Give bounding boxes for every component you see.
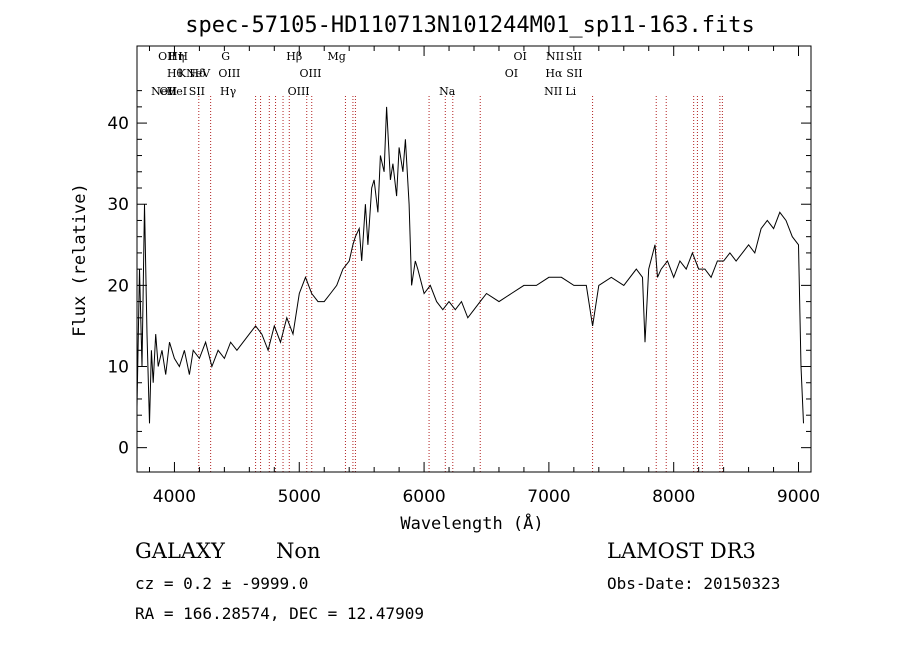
line-label: Mg — [328, 50, 346, 63]
object-subclass: Non — [276, 539, 321, 563]
x-tick-label: 6000 — [402, 487, 445, 507]
line-label: SII — [566, 67, 582, 80]
line-label: Hα — [545, 67, 563, 80]
obs-date: Obs-Date: 20150323 — [607, 574, 781, 593]
redshift-value: cz = 0.2 ± -9999.0 — [135, 574, 309, 593]
line-label: Hγ — [220, 85, 237, 98]
line-label: Hθ — [167, 67, 184, 80]
chart-title: spec-57105-HD110713N101244M01_sp11-163.f… — [185, 13, 755, 38]
line-label: OII — [159, 85, 177, 98]
line-label: SII — [566, 50, 582, 63]
plot-frame — [136, 45, 812, 473]
line-label: SII — [189, 85, 205, 98]
line-label: G — [221, 50, 230, 63]
y-tick-label: 0 — [118, 439, 129, 459]
y-tick-label: 10 — [107, 358, 129, 378]
line-label: Na — [439, 85, 456, 98]
y-axis-ticks: 0 10 20 30 40 — [107, 90, 811, 459]
line-label: HeI — [167, 85, 187, 98]
line-label: K — [178, 67, 187, 80]
x-axis-ticks: 4000 5000 6000 7000 8000 9000 — [148, 46, 820, 507]
y-tick-label: 30 — [107, 195, 129, 215]
line-markers — [198, 96, 723, 472]
line-label: OIII — [218, 67, 240, 80]
line-label: OIII — [299, 67, 321, 80]
x-tick-label: 5000 — [278, 487, 321, 507]
spectrum-line — [136, 106, 804, 424]
line-label: OI — [505, 67, 518, 80]
line-label: NII — [546, 50, 564, 63]
line-label: Hβ — [286, 50, 302, 63]
x-tick-label: 4000 — [153, 487, 196, 507]
object-class: GALAXY — [135, 539, 225, 563]
y-tick-label: 20 — [107, 276, 129, 296]
survey-name: LAMOST DR3 — [607, 539, 756, 563]
line-label: NeV — [151, 85, 176, 98]
y-axis-label: Flux (relative) — [70, 183, 90, 337]
line-label: Hη — [168, 50, 184, 63]
line-label: Li — [565, 85, 576, 98]
line-label: NeV — [186, 67, 211, 80]
line-label: OIII — [288, 85, 310, 98]
line-label: OII — [158, 50, 176, 63]
y-tick-label: 40 — [107, 114, 129, 134]
coordinates: RA = 166.28574, DEC = 12.47909 — [135, 604, 424, 623]
x-tick-label: 8000 — [652, 487, 695, 507]
line-label: NII — [544, 85, 562, 98]
line-label: H — [178, 50, 188, 63]
x-tick-label: 9000 — [777, 487, 820, 507]
line-label: OI — [513, 50, 526, 63]
line-label: Hδ — [189, 67, 206, 80]
x-tick-label: 7000 — [527, 487, 570, 507]
x-axis-label: Wavelength (Å) — [400, 512, 543, 534]
